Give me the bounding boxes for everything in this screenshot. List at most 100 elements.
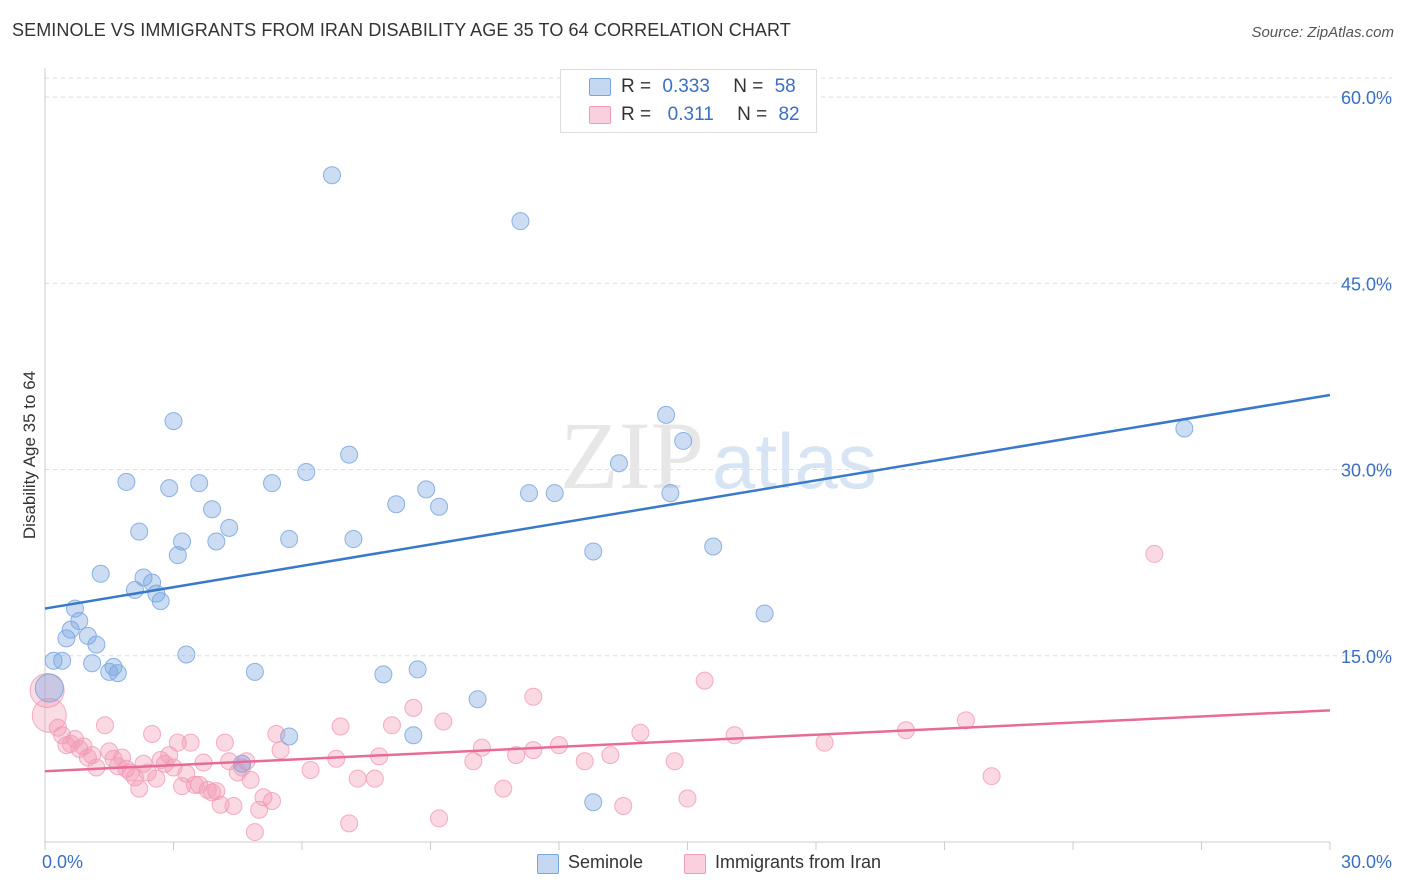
iran-point (95, 716, 114, 735)
iran-point (550, 736, 568, 755)
seminole-point (168, 546, 187, 565)
iran-point (434, 712, 453, 731)
iran-point (254, 788, 273, 807)
iran-point (524, 687, 543, 706)
iran-point (725, 726, 744, 745)
y-tick-label: 30.0% (1341, 461, 1392, 481)
iran-trend-line (44, 709, 1331, 773)
seminole-point (220, 518, 239, 537)
iran-point (181, 733, 200, 752)
legend-row-seminole: R = 0.333 N = 58 (621, 76, 796, 98)
iran-point (215, 733, 234, 752)
r-label: R = (621, 104, 652, 125)
seminole-point (203, 500, 222, 519)
chart-title: SEMINOLE VS IMMIGRANTS FROM IRAN DISABIL… (12, 20, 791, 40)
iran-point (31, 697, 67, 733)
seminole-point (344, 530, 363, 549)
r-label: R = (621, 76, 652, 97)
seminole-point (207, 532, 226, 551)
iran-point (404, 698, 423, 717)
y-tick-label: 60.0% (1341, 88, 1392, 108)
seminole-point (108, 664, 127, 683)
iran-point (143, 724, 162, 743)
iran-point (224, 796, 243, 815)
axes (44, 68, 1331, 850)
seminole-point (160, 479, 179, 498)
seminole-point (57, 629, 76, 648)
seminole-point (387, 495, 406, 514)
seminole-point (87, 635, 106, 654)
iran-point (207, 782, 226, 801)
seminole-point (340, 445, 359, 464)
iran-point (1145, 544, 1164, 563)
seminole-point (545, 484, 564, 503)
iran-point (241, 770, 260, 789)
bottom-seminole-swatch (537, 854, 559, 874)
seminole-point (280, 727, 299, 746)
seminole-points (34, 166, 1194, 812)
watermark-zip: ZIP (560, 402, 704, 509)
correlation-legend: R = 0.333 N = 58 R = 0.311 N = 82 (560, 69, 817, 133)
iran-point (695, 671, 714, 690)
seminole-point (297, 462, 316, 481)
seminole-point (584, 793, 603, 812)
seminole-point (322, 166, 341, 185)
x-tick-label-min: 0.0% (42, 852, 83, 872)
seminole-point (755, 604, 774, 623)
seminole-point (1175, 419, 1194, 438)
iran-point (815, 733, 834, 752)
iran-point (134, 754, 153, 773)
iran-point (464, 752, 483, 771)
seminole-point (117, 472, 136, 491)
bottom-legend-iran: Immigrants from Iran (715, 852, 882, 872)
n-label: N = (733, 76, 764, 97)
n-value: 82 (778, 104, 800, 125)
iran-point (472, 738, 491, 757)
iran-point (678, 789, 697, 808)
seminole-point (511, 212, 530, 231)
x-tick-label-max: 30.0% (1341, 852, 1392, 872)
tick-labels: 15.0% 30.0% 45.0% 60.0% 0.0% 30.0% (42, 88, 1392, 872)
seminole-point (468, 690, 487, 709)
iran-point (147, 769, 166, 788)
n-value: 58 (774, 76, 796, 97)
iran-point (982, 767, 1001, 786)
y-axis-label: Disability Age 35 to 64 (20, 370, 39, 540)
seminole-point (245, 662, 264, 681)
seminole-point (70, 611, 89, 630)
iran-point (168, 733, 187, 752)
seminole-point (404, 726, 423, 745)
gridlines (45, 77, 1392, 657)
bottom-iran-swatch (684, 854, 706, 874)
iran-point (365, 769, 384, 788)
seminole-point (91, 564, 110, 583)
seminole-point (657, 405, 676, 424)
seminole-point (430, 497, 449, 516)
iran-point (494, 779, 513, 798)
iran-point (524, 741, 543, 760)
seminole-point (83, 654, 102, 673)
n-label: N = (737, 104, 768, 125)
iran-point (601, 746, 620, 765)
seminole-point (374, 665, 393, 684)
iran-points (29, 544, 1164, 842)
iran-point (211, 795, 230, 814)
trend-lines (44, 393, 1331, 773)
y-tick-label: 15.0% (1341, 647, 1392, 667)
seminole-point (609, 454, 628, 473)
iran-point (245, 823, 264, 842)
iran-point (665, 752, 684, 771)
iran-point (113, 748, 132, 767)
seminole-point (53, 651, 72, 670)
watermark: ZIP atlas (560, 402, 877, 509)
seminole-point (134, 568, 153, 587)
seminole-point (520, 484, 539, 503)
iran-point (301, 760, 320, 779)
iran-point (631, 723, 650, 742)
iran-point (348, 769, 367, 788)
iran-point (29, 673, 65, 709)
iran-point (331, 717, 350, 736)
seminole-point (233, 754, 252, 773)
seminole-point (173, 532, 192, 551)
